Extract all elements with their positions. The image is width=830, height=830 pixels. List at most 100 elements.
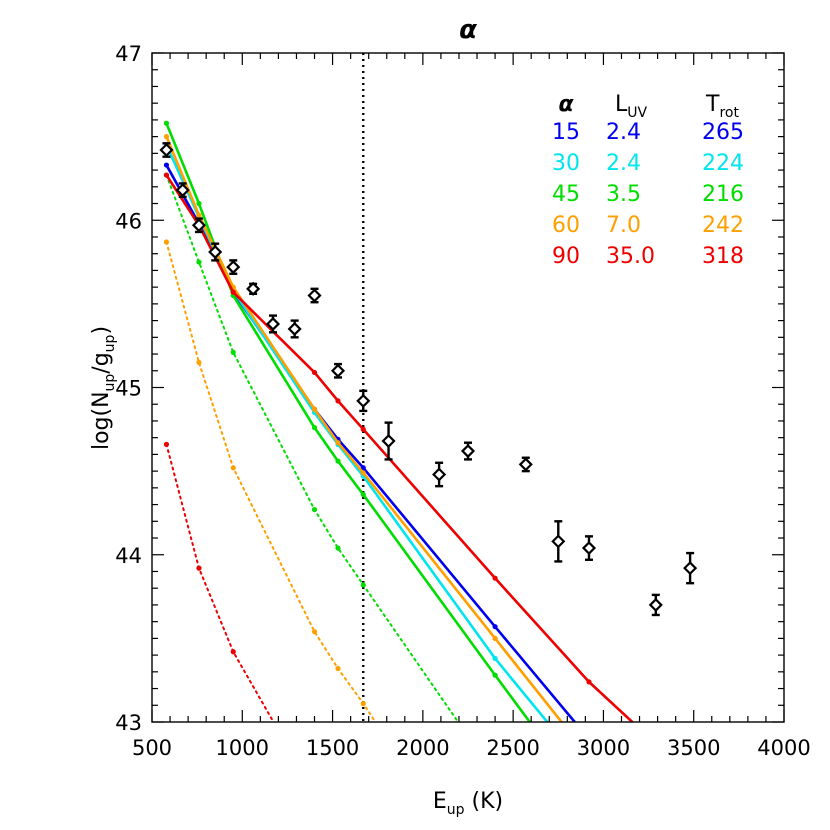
observation-point-15: [551, 534, 566, 549]
dotted-series-line-0: [165, 174, 460, 722]
legend-trot-4: 318: [702, 244, 744, 269]
solid-series-point-4-5: [360, 426, 366, 432]
axes: 500 1000 1500 2000 2500 3000 3500 4000 43 44 45 46 4…: [115, 42, 810, 760]
dotted-series-point-1-1: [196, 359, 202, 366]
y-tick-label-45: 45: [115, 377, 142, 401]
observation-point-17: [648, 597, 663, 612]
x-tick-label-1000: 1000: [216, 736, 269, 760]
x-tick-label-2000: 2000: [396, 736, 449, 760]
solid-series-point-3-6: [492, 635, 498, 641]
solid-series-point-4-6: [492, 575, 498, 581]
observation-point-7: [287, 321, 302, 337]
dotted-series-point-1-5: [360, 701, 366, 707]
solid-series-point-4-8: [642, 731, 647, 736]
dotted-series-point-0-3: [311, 506, 318, 513]
observation-point-2: [191, 218, 207, 233]
dotted-series-point-1-2: [230, 465, 236, 471]
legend-header-alpha: α: [558, 92, 574, 117]
legend-trot-2: 216: [702, 182, 744, 207]
dotted-series-point-0-4: [335, 545, 341, 551]
legend-luv-4: 35.0: [606, 244, 655, 269]
observation-point-0: [159, 142, 174, 158]
observation-point-16: [581, 541, 597, 556]
y-axis-label: log(Nup/gup): [89, 326, 118, 450]
dotted-series-point-2-3: [278, 731, 283, 736]
legend-luv-0: 2.4: [606, 120, 641, 145]
dotted-series-point-1-3: [311, 629, 318, 635]
dotted-series-point-0-6: [464, 731, 469, 736]
observation-point-5: [246, 281, 261, 296]
observation-point-3: [208, 244, 223, 260]
dotted-series-point-1-4: [335, 665, 341, 672]
dotted-series-point-2-1: [196, 565, 202, 571]
legend-header-luv: LUV: [615, 92, 648, 121]
observation-point-13: [460, 443, 476, 459]
legend-trot-3: 242: [702, 213, 744, 238]
x-tick-label-3500: 3500: [667, 736, 720, 760]
solid-series-point-4-7: [586, 679, 592, 685]
solid-series-line-2: [165, 122, 532, 722]
observation-point-8: [307, 288, 322, 303]
solid-series-point-3-4: [335, 440, 341, 446]
solid-series-point-3-3: [311, 406, 318, 412]
model-lines: [163, 53, 647, 738]
x-tick-label-3000: 3000: [577, 736, 630, 760]
dotted-series-point-0-2: [230, 349, 236, 355]
observation-point-18: [683, 561, 698, 576]
legend-alpha-3: 60: [552, 213, 580, 238]
dotted-series-point-0-1: [196, 259, 202, 265]
observation-point-11: [381, 433, 396, 449]
solid-series-point-0-7: [579, 728, 584, 733]
dotted-series-point-2-0: [163, 441, 170, 447]
y-tick-label-47: 47: [115, 42, 142, 66]
solid-series-point-0-5: [360, 465, 366, 471]
observation-point-10: [356, 393, 371, 408]
solid-series-point-3-7: [568, 731, 573, 736]
x-axis-label: Eup (K): [433, 789, 503, 818]
x-tick-label-2500: 2500: [486, 736, 539, 760]
legend: α LUV Trot 15 2.4 265 30 2.4 224 45 3.5 216 60 7.0…: [552, 92, 744, 269]
dotted-series-point-1-6: [381, 731, 386, 736]
observation-point-12: [432, 467, 447, 482]
legend-alpha-4: 90: [552, 244, 580, 269]
y-tick-label-46: 46: [115, 209, 142, 233]
x-tick-label-500: 500: [132, 736, 172, 760]
legend-trot-0: 265: [702, 120, 744, 145]
legend-luv-3: 7.0: [606, 213, 641, 238]
observation-point-1: [175, 183, 190, 198]
x-tick-label-1500: 1500: [306, 736, 359, 760]
solid-series-point-2-5: [360, 491, 366, 498]
solid-series-point-2-4: [335, 458, 341, 464]
solid-series-point-4-0: [163, 172, 170, 178]
solid-series-point-2-0: [163, 120, 170, 126]
y-tick-label-43: 43: [115, 711, 142, 735]
solid-series-point-2-1: [196, 200, 202, 207]
dotted-series-line-2: [165, 443, 275, 722]
solid-series-point-0-0: [163, 162, 170, 168]
legend-alpha-2: 45: [552, 182, 580, 207]
solid-series-point-0-6: [492, 624, 498, 630]
dotted-series-point-0-5: [360, 582, 366, 588]
observation-point-9: [330, 363, 346, 378]
observation-point-14: [518, 457, 533, 472]
legend-trot-1: 224: [702, 151, 744, 176]
chart-title: α: [459, 15, 477, 45]
solid-series-point-3-5: [360, 470, 366, 476]
legend-luv-2: 3.5: [606, 182, 641, 207]
dotted-series-point-1-0: [163, 239, 170, 245]
observations: [159, 142, 698, 617]
y-tick-label-44: 44: [115, 544, 142, 568]
solid-series-point-1-6: [492, 655, 498, 662]
solid-series-point-2-3: [311, 425, 318, 431]
solid-series-point-3-1: [196, 212, 202, 218]
legend-rows: 15 2.4 265 30 2.4 224 45 3.5 216 60 7.0 242 90 35.0 31…: [552, 120, 744, 269]
legend-luv-1: 2.4: [606, 151, 641, 176]
solid-series-point-4-2: [230, 289, 236, 295]
legend-alpha-1: 30: [552, 151, 580, 176]
solid-series-line-3: [165, 136, 564, 722]
solid-series-point-1-7: [556, 733, 561, 738]
solid-series-line-0: [165, 164, 577, 722]
x-tick-label-4000: 4000: [757, 736, 810, 760]
solid-series-point-4-3: [311, 369, 318, 376]
legend-alpha-0: 15: [552, 120, 580, 145]
